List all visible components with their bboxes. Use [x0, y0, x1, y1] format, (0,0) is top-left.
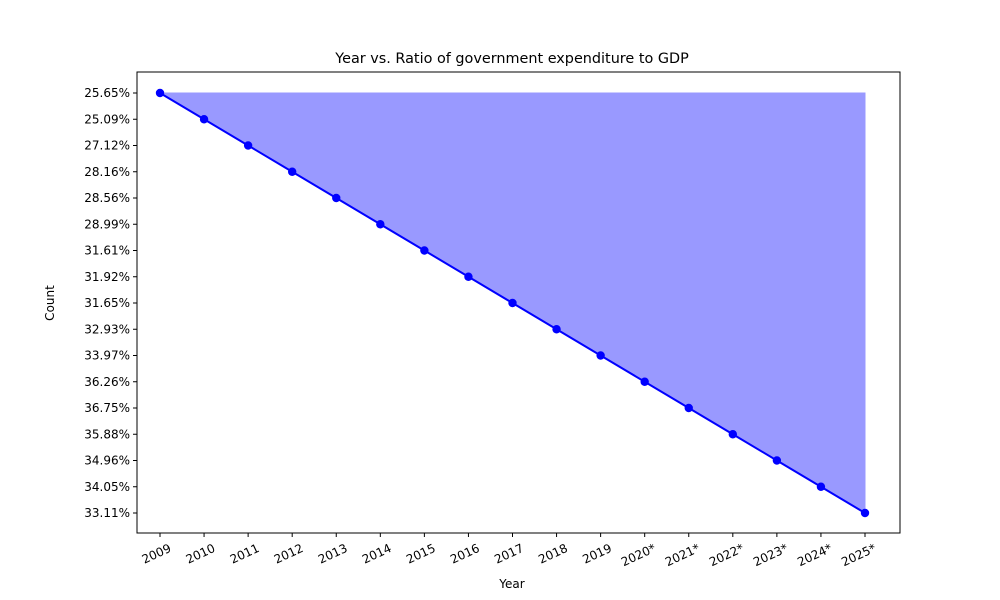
y-tick-label: 28.99%: [84, 217, 130, 231]
y-tick-label: 34.05%: [84, 480, 130, 494]
point: [243, 141, 253, 150]
y-tick-label: 36.75%: [84, 401, 130, 415]
y-tick-label: 28.56%: [84, 191, 130, 205]
y-tick-label: 28.16%: [84, 165, 130, 179]
point: [332, 193, 341, 203]
y-tick-label: 33.11%: [84, 506, 130, 520]
y-tick-label: 33.97%: [84, 349, 130, 363]
point: [596, 351, 605, 360]
y-tick-label: 25.65%: [84, 86, 130, 100]
point: [199, 115, 209, 124]
x-axis-label: Year: [498, 577, 524, 591]
y-tick-label: 27.12%: [84, 139, 130, 153]
point: [287, 167, 297, 176]
y-tick-label: 35.88%: [84, 427, 130, 441]
point: [464, 272, 473, 281]
point: [155, 88, 165, 98]
point: [508, 298, 517, 308]
y-tick-label: 34.96%: [84, 454, 130, 468]
y-tick-label: 32.93%: [84, 322, 130, 336]
y-tick-label: 31.61%: [84, 244, 130, 258]
point: [816, 482, 826, 491]
point: [728, 430, 738, 439]
point: [772, 456, 782, 465]
y-tick-label: 31.92%: [84, 270, 130, 284]
point: [420, 246, 429, 255]
point: [376, 220, 385, 229]
point: [860, 508, 870, 518]
y-tick-label: 31.65%: [84, 296, 130, 310]
point: [684, 403, 693, 413]
y-tick-label: 36.26%: [84, 375, 130, 389]
y-tick-label: 25.09%: [84, 112, 130, 126]
point: [640, 377, 649, 386]
point: [552, 325, 561, 334]
y-axis-label: Count: [43, 285, 57, 321]
chart-title: Year vs. Ratio of government expenditure…: [334, 51, 689, 67]
plot-frame: [136, 71, 901, 534]
